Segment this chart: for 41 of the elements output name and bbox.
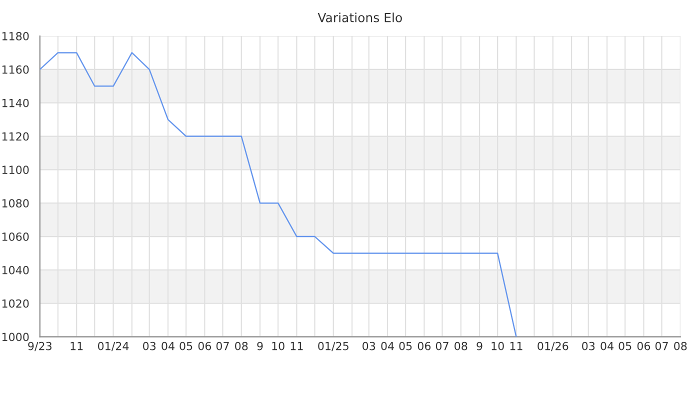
x-tick-label: 10: [272, 342, 284, 350]
x-tick-label: 07: [216, 342, 229, 350]
x-tick-label: 9: [257, 342, 263, 350]
y-tick-label: 1000: [2, 332, 29, 342]
x-tick-label: 08: [454, 342, 468, 350]
x-tick-label: 06: [198, 342, 212, 350]
x-tick-label: 9/23: [28, 342, 52, 352]
x-tick-label: 04: [162, 342, 174, 350]
x-tick-label: 01/24: [98, 342, 129, 352]
x-tick-label: 07: [436, 342, 448, 350]
x-tick-label: 06: [418, 342, 431, 350]
y-tick-label: 1160: [2, 65, 29, 74]
y-tick-label: 1120: [2, 132, 29, 141]
x-tick-label: 05: [618, 342, 632, 350]
x-tick-label: 01/26: [538, 342, 568, 352]
x-tick-label: 03: [582, 342, 595, 350]
y-tick-label: 1060: [2, 232, 29, 241]
chart-title: Variations Elo: [318, 12, 402, 22]
x-tick-label: 06: [637, 342, 650, 350]
y-tick-label: 1020: [2, 299, 29, 308]
x-tick-label: 10: [492, 342, 504, 350]
x-tick-label: 05: [399, 342, 412, 350]
x-tick-label: 05: [180, 342, 192, 350]
x-tick-label: 08: [674, 342, 687, 350]
line-series: [40, 52, 517, 337]
y-tick-label: 1140: [2, 98, 29, 108]
x-tick-label: 11: [70, 342, 83, 350]
x-tick-label: 01/25: [318, 342, 348, 352]
x-tick-label: 11: [290, 342, 303, 350]
y-tick-label: 1080: [2, 199, 29, 208]
x-tick-label: 03: [143, 342, 156, 350]
x-tick-label: 11: [510, 342, 522, 350]
y-tick-label: 1040: [2, 266, 29, 274]
x-tick-label: 9: [476, 342, 482, 350]
x-tick-label: 04: [381, 342, 394, 350]
x-tick-label: 04: [600, 342, 614, 350]
y-tick-label: 1100: [2, 166, 29, 174]
x-tick-label: 07: [655, 342, 668, 350]
x-tick-label: 08: [235, 342, 248, 350]
y-tick-label: 1180: [2, 32, 29, 40]
x-tick-label: 03: [362, 342, 376, 350]
